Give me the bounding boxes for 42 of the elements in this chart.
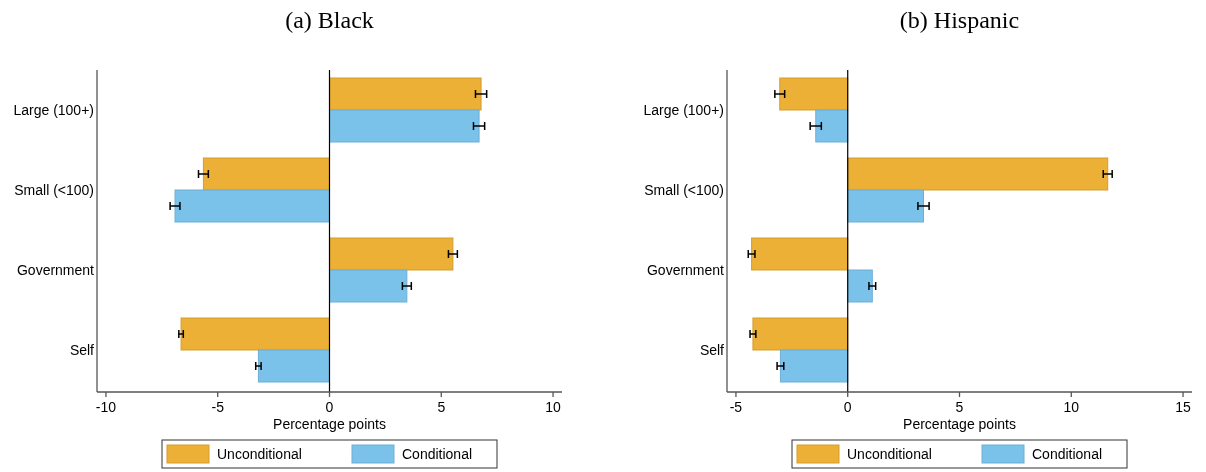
x-tick-label: 10: [1063, 399, 1080, 415]
x-tick-label: -10: [95, 399, 117, 415]
bar: [257, 349, 330, 383]
y-tick-label: Government: [646, 262, 725, 278]
bar: [779, 77, 849, 111]
bar: [847, 189, 925, 223]
bar: [180, 317, 330, 351]
x-axis-title: Percentage points: [273, 416, 386, 432]
x-axis-title: Percentage points: [903, 416, 1016, 432]
legend-label: Unconditional: [217, 446, 302, 462]
y-tick-label: Small (<100): [644, 182, 724, 198]
y-tick-label: Large (100+): [13, 102, 94, 118]
bar: [847, 269, 873, 303]
y-tick-label: Large (100+): [643, 102, 724, 118]
y-tick-label: Self: [699, 342, 725, 358]
bar: [329, 77, 482, 111]
bar: [329, 269, 408, 303]
x-tick-label: 5: [437, 399, 446, 415]
x-tick-label: -5: [729, 399, 743, 415]
x-tick-label: 15: [1175, 399, 1192, 415]
bar: [174, 189, 330, 223]
bar: [329, 237, 454, 271]
y-tick-label: Government: [16, 262, 95, 278]
chart-title: (a) Black: [285, 7, 374, 33]
bar: [815, 109, 849, 143]
x-tick-label: 0: [843, 399, 852, 415]
bar: [751, 237, 849, 271]
bar: [779, 349, 849, 383]
x-tick-label: 0: [325, 399, 334, 415]
bar: [329, 109, 480, 143]
x-tick-label: 10: [545, 399, 562, 415]
y-tick-label: Self: [69, 342, 95, 358]
x-tick-label: -5: [211, 399, 225, 415]
legend-label: Conditional: [402, 446, 473, 462]
bar: [752, 317, 849, 351]
x-tick-label: 5: [955, 399, 964, 415]
bar: [202, 157, 330, 191]
legend-label: Conditional: [1032, 446, 1103, 462]
y-tick-label: Small (<100): [14, 182, 94, 198]
chart-title: (b) Hispanic: [899, 7, 1020, 33]
bar: [847, 157, 1109, 191]
legend-label: Unconditional: [847, 446, 932, 462]
